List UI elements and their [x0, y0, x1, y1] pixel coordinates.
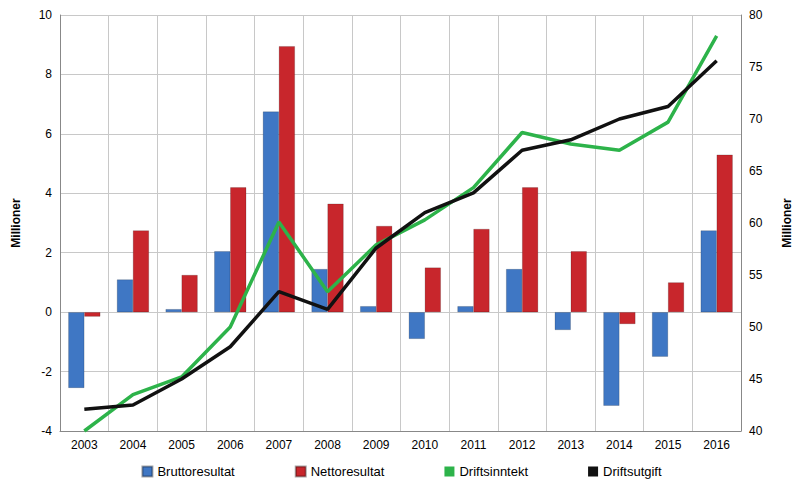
svg-text:4: 4	[45, 186, 52, 200]
svg-text:10: 10	[39, 8, 53, 22]
svg-text:Millioner: Millioner	[9, 198, 23, 248]
svg-text:Driftsutgift: Driftsutgift	[603, 464, 662, 479]
svg-text:75: 75	[749, 60, 763, 74]
svg-text:2016: 2016	[703, 438, 730, 452]
svg-text:2015: 2015	[655, 438, 682, 452]
svg-text:55: 55	[749, 268, 763, 282]
svg-text:2009: 2009	[363, 438, 390, 452]
svg-text:70: 70	[749, 112, 763, 126]
svg-text:0: 0	[45, 305, 52, 319]
svg-text:2013: 2013	[557, 438, 584, 452]
svg-text:2007: 2007	[266, 438, 293, 452]
svg-text:80: 80	[749, 8, 763, 22]
svg-text:50: 50	[749, 320, 763, 334]
svg-text:-4: -4	[41, 424, 52, 438]
svg-text:60: 60	[749, 216, 763, 230]
svg-text:Bruttoresultat: Bruttoresultat	[157, 464, 235, 479]
svg-text:2004: 2004	[120, 438, 147, 452]
svg-text:45: 45	[749, 372, 763, 386]
svg-text:65: 65	[749, 164, 763, 178]
svg-text:Millioner: Millioner	[780, 198, 794, 248]
svg-text:-2: -2	[41, 365, 52, 379]
svg-text:2003: 2003	[71, 438, 98, 452]
svg-text:Nettoresultat: Nettoresultat	[311, 464, 385, 479]
svg-text:8: 8	[45, 67, 52, 81]
svg-text:2011: 2011	[461, 438, 487, 452]
svg-text:6: 6	[45, 127, 52, 141]
svg-text:2014: 2014	[606, 438, 633, 452]
svg-text:2008: 2008	[314, 438, 341, 452]
svg-text:Driftsinntekt: Driftsinntekt	[459, 464, 528, 479]
svg-text:2: 2	[45, 246, 52, 260]
svg-text:2006: 2006	[217, 438, 244, 452]
svg-text:40: 40	[749, 424, 763, 438]
svg-text:2010: 2010	[411, 438, 438, 452]
svg-text:2012: 2012	[509, 438, 536, 452]
svg-text:2005: 2005	[168, 438, 195, 452]
